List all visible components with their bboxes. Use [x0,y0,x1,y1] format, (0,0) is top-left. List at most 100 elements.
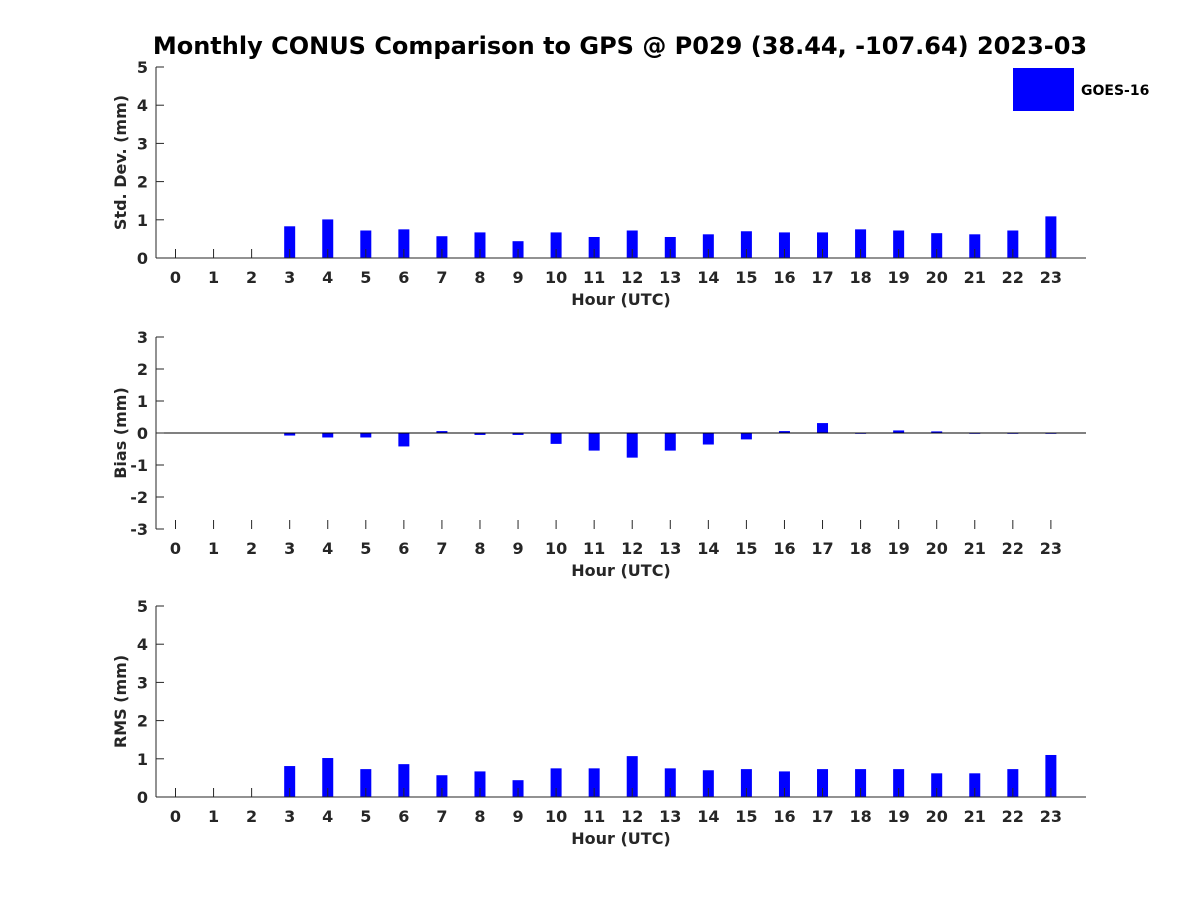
bar-hour-3 [284,433,296,436]
y-axis-label: Std. Dev. (mm) [111,95,130,230]
bar-hour-8 [474,771,486,797]
bar-hour-20 [931,431,943,433]
y-tick-label: 0 [137,788,148,807]
bar-hour-4 [322,219,334,258]
y-tick-label: 4 [137,96,148,115]
x-tick-label: 19 [888,268,910,287]
bar-hour-11 [588,236,600,258]
x-tick-label: 21 [964,268,986,287]
bar-hour-14 [702,433,714,445]
x-tick-label: 0 [170,539,181,558]
x-tick-label: 14 [697,268,719,287]
chart-title: Monthly CONUS Comparison to GPS @ P029 (… [153,32,1087,60]
y-tick-label: 3 [137,673,148,692]
x-tick-label: 2 [246,268,257,287]
x-tick-label: 18 [849,539,871,558]
x-tick-label: 3 [284,807,295,826]
bar-hour-17 [817,423,829,433]
x-tick-label: 9 [512,539,523,558]
x-tick-label: 7 [436,807,447,826]
bar-hour-23 [1045,216,1057,258]
bar-hour-15 [740,769,752,797]
x-tick-label: 7 [436,539,447,558]
x-axis-label: Hour (UTC) [571,561,671,580]
x-tick-label: 22 [1002,539,1024,558]
bar-hour-3 [284,226,296,258]
x-tick-label: 5 [360,268,371,287]
y-tick-label: 2 [137,173,148,192]
x-tick-label: 15 [735,539,757,558]
y-axis-label: Bias (mm) [111,387,130,479]
x-tick-label: 11 [583,539,605,558]
x-tick-label: 13 [659,539,681,558]
bar-hour-7 [436,431,448,433]
x-tick-label: 4 [322,539,333,558]
bar-hour-5 [360,769,372,797]
x-tick-label: 21 [964,539,986,558]
legend: GOES-16 [1013,68,1149,111]
bar-hour-5 [360,433,372,438]
y-tick-label: 1 [137,392,148,411]
bar-hour-18 [855,229,867,258]
x-tick-label: 0 [170,807,181,826]
y-tick-label: -3 [130,520,148,539]
bar-hour-21 [969,773,981,797]
x-tick-label: 3 [284,268,295,287]
bar-hour-22 [1007,230,1019,258]
x-tick-label: 7 [436,268,447,287]
x-tick-label: 3 [284,539,295,558]
x-tick-label: 22 [1002,268,1024,287]
x-tick-label: 6 [398,268,409,287]
x-tick-label: 20 [926,539,948,558]
y-tick-label: 4 [137,635,148,654]
bar-hour-17 [817,232,829,258]
x-tick-label: 2 [246,807,257,826]
x-tick-label: 17 [811,807,833,826]
y-tick-label: -2 [130,488,148,507]
bar-hour-8 [474,433,486,435]
bar-hour-6 [398,433,410,447]
bar-hour-3 [284,766,296,797]
x-tick-label: 13 [659,268,681,287]
y-tick-label: 1 [137,750,148,769]
x-tick-label: 18 [849,807,871,826]
bar-hour-13 [664,236,676,258]
bar-hour-10 [550,232,562,258]
x-tick-label: 5 [360,807,371,826]
bar-hour-14 [702,770,714,797]
bar-hour-20 [931,233,943,258]
bar-hour-12 [626,230,638,258]
x-tick-label: 12 [621,268,643,287]
bar-hour-4 [322,758,334,797]
x-tick-label: 19 [888,539,910,558]
x-tick-label: 12 [621,539,643,558]
bar-hour-13 [664,768,676,797]
y-tick-label: 0 [137,249,148,268]
bar-hour-6 [398,229,410,258]
x-tick-label: 14 [697,539,719,558]
x-tick-label: 10 [545,539,567,558]
y-tick-label: 3 [137,328,148,347]
x-tick-label: 10 [545,268,567,287]
x-tick-label: 5 [360,539,371,558]
bar-hour-15 [740,231,752,258]
bar-hour-7 [436,775,448,797]
x-tick-label: 8 [474,268,485,287]
bar-hour-12 [626,433,638,458]
bar-hour-7 [436,236,448,258]
bar-hour-10 [550,768,562,797]
bar-hour-19 [893,430,905,433]
legend-label: GOES-16 [1081,83,1149,99]
x-tick-label: 14 [697,807,719,826]
x-tick-label: 18 [849,268,871,287]
bar-hour-19 [893,769,905,797]
y-tick-label: 2 [137,712,148,731]
x-tick-label: 6 [398,539,409,558]
x-tick-label: 23 [1040,539,1062,558]
bar-hour-19 [893,230,905,258]
bar-hour-20 [931,773,943,797]
y-tick-label: 0 [137,424,148,443]
